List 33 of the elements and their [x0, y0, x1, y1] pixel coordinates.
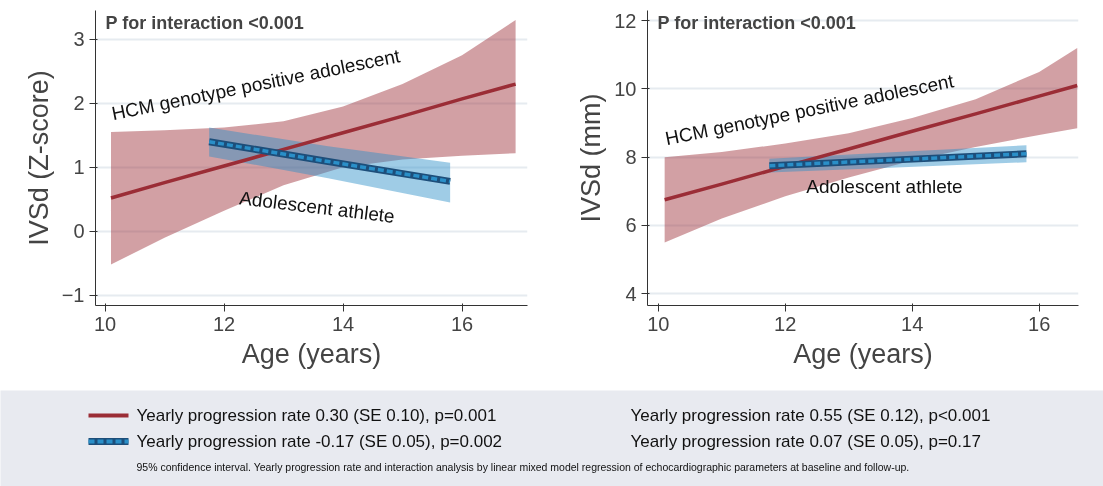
y-tick-label: 4 [625, 282, 637, 305]
text: Yearly progression rate 0.55 (SE 0.12), p<0.001 [630, 406, 991, 425]
x-tick-label: 14 [901, 312, 924, 335]
y-tick-label: 1 [73, 156, 85, 179]
y-tick-label: 3 [73, 28, 85, 51]
text: HCM genotype positive adolescent [663, 70, 957, 150]
text: Adolescent athlete [238, 187, 396, 227]
y-tick-label: 12 [614, 9, 637, 32]
annotation: P for interaction <0.001 [105, 12, 304, 33]
y-axis-title: IVSd (Z-score) [23, 70, 54, 246]
text: Yearly progression rate 0.30 (SE 0.10), p=0.001 [136, 406, 497, 425]
y-tick-label: 2 [73, 92, 85, 115]
y-axis-title: IVSd (mm) [576, 93, 607, 223]
x-tick-label: 16 [1028, 312, 1051, 335]
text: 95% confidence interval. Yearly progression rate and interaction analysis by linear mixed model regression of echocardiographic parameters at baseline and follow-up. [136, 460, 910, 473]
x-axis-title: Age (years) [241, 338, 382, 369]
y-tick-label: 8 [625, 146, 637, 169]
x-axis-title: Age (years) [793, 338, 933, 369]
y-tick-label: −1 [61, 284, 85, 307]
text: Yearly progression rate 0.07 (SE 0.05), p=0.17 [630, 432, 981, 451]
annotation: P for interaction <0.001 [657, 12, 856, 33]
x-tick-label: 14 [331, 312, 355, 335]
x-tick-label: 16 [450, 312, 474, 335]
x-tick-label: 12 [774, 312, 797, 335]
x-tick-label: 12 [212, 312, 236, 335]
text: Yearly progression rate -0.17 (SE 0.05), p=0.002 [136, 432, 503, 451]
x-tick-label: 10 [647, 312, 670, 335]
y-tick-label: 6 [625, 214, 637, 237]
text: HCM genotype positive adolescent [109, 45, 403, 125]
y-tick-label: 10 [614, 77, 637, 100]
series-label: Adolescent athlete [806, 176, 963, 198]
x-tick-label: 10 [93, 312, 117, 335]
y-tick-label: 0 [73, 220, 85, 243]
